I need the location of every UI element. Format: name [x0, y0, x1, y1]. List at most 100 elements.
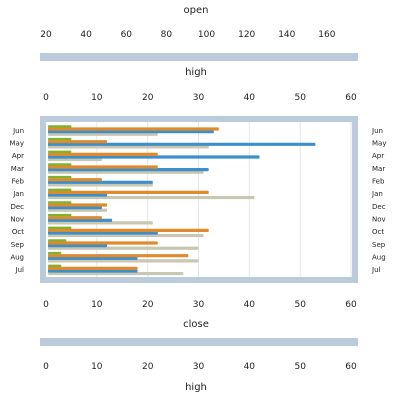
top-inner-axis-ticks: 0 10 20 30 40 50 60 — [43, 93, 357, 103]
bar-close — [48, 195, 255, 200]
bottom-inner-axis-tick-label: 30 — [193, 300, 205, 310]
category-label: Jan — [12, 190, 24, 198]
top-outer-axis-tick-label: 140 — [278, 30, 295, 40]
bottom-inner-axis-tick-label: 40 — [244, 300, 256, 310]
top-inner-axis-tick-label: 10 — [91, 93, 103, 103]
category-labels-left: Jul Aug Sep Oct Nov Dec Jan Feb Mar Apr May Jun — [10, 127, 25, 274]
bottom-inner-axis-tick-label: 60 — [345, 300, 357, 310]
top-outer-axis-tick-label: 40 — [80, 30, 92, 40]
category-label: Jul — [15, 266, 25, 274]
top-inner-axis-tick-label: 0 — [43, 93, 49, 103]
bar-close — [48, 233, 204, 238]
bar-close — [48, 259, 199, 263]
bar-open — [48, 163, 72, 166]
bar-low — [48, 178, 102, 182]
bottom-outer-axis-tick-label: 40 — [244, 362, 256, 372]
top-inner-axis-title: high — [185, 67, 207, 78]
bar-close — [48, 271, 184, 276]
category-label: Oct — [12, 228, 24, 236]
top-outer-axis-tick-label: 100 — [198, 30, 215, 40]
bar-low — [48, 241, 158, 245]
bottom-inner-axis-tick-label: 0 — [43, 300, 49, 310]
bar-high — [48, 130, 214, 134]
bottom-outer-axis-ticks: 0 10 20 30 40 50 60 — [43, 362, 357, 372]
category-label: Jun — [371, 127, 383, 135]
top-inner-axis-tick-label: 40 — [244, 93, 256, 103]
bar-high — [48, 231, 158, 235]
bar-open — [48, 188, 72, 191]
bottom-outer-axis-tick-label: 50 — [294, 362, 306, 372]
bottom-outer-axis-tick-label: 60 — [345, 362, 357, 372]
category-label: Apr — [372, 152, 384, 160]
bar-close — [48, 183, 153, 187]
category-label: Dec — [10, 203, 24, 211]
bars — [48, 125, 316, 276]
bar-close — [48, 145, 209, 149]
bar-close — [48, 221, 153, 225]
category-label: Sep — [372, 241, 386, 249]
bar-close — [48, 246, 199, 250]
bottom-outer-axis-tick-label: 10 — [91, 362, 103, 372]
category-label: Dec — [372, 203, 386, 211]
category-label: Sep — [11, 241, 25, 249]
category-label: Oct — [372, 228, 384, 236]
top-outer-axis-tick-label: 60 — [121, 30, 133, 40]
bar-high — [48, 244, 107, 248]
bottom-outer-axis-tick-label: 20 — [142, 362, 154, 372]
bar-low — [48, 165, 158, 169]
bar-open — [48, 125, 72, 128]
bar-low — [48, 127, 219, 131]
bar-open — [48, 239, 67, 242]
category-label: Nov — [10, 216, 24, 224]
top-inner-axis-tick-label: 30 — [193, 93, 205, 103]
bar-high — [48, 180, 153, 184]
top-outer-axis-tick-label: 20 — [40, 30, 52, 40]
category-labels-right: Jul Aug Sep Oct Nov Dec Jan Feb Mar Apr May Jun — [371, 127, 386, 274]
bar-low — [48, 216, 102, 220]
bar-close — [48, 132, 158, 136]
bar-open — [48, 251, 62, 255]
bar-high — [48, 155, 260, 159]
category-label: Jun — [12, 127, 24, 135]
top-outer-axis-title: open — [184, 5, 209, 16]
top-outer-axis-ticks: 20 40 60 80 100 120 140 160 — [40, 30, 335, 40]
category-label: May — [10, 140, 24, 148]
bottom-inner-axis-title: close — [183, 319, 209, 330]
bottom-outer-axis-tick-label: 30 — [193, 362, 205, 372]
bar-open — [48, 150, 72, 153]
category-label: Jan — [371, 190, 383, 198]
category-label: Aug — [10, 254, 24, 262]
bar-high — [48, 218, 113, 222]
bar-close — [48, 157, 102, 162]
bar-open — [48, 213, 72, 217]
bar-open — [48, 201, 72, 204]
top-inner-axis-tick-label: 50 — [294, 93, 306, 103]
bar-open — [48, 175, 72, 179]
bar-low — [48, 203, 107, 207]
bar-high — [48, 206, 102, 210]
bar-low — [48, 254, 189, 258]
bottom-outer-axis-tick-label: 0 — [43, 362, 49, 372]
bar-low — [48, 190, 209, 194]
category-label: Mar — [372, 165, 385, 173]
bar-open — [48, 137, 72, 141]
bar-high — [48, 256, 138, 260]
category-label: Feb — [372, 178, 385, 186]
top-outer-axis-tick-label: 80 — [161, 30, 173, 40]
bottom-inner-axis-tick-label: 20 — [142, 300, 154, 310]
category-label: May — [372, 140, 386, 148]
bar-high — [48, 142, 316, 146]
bar-low — [48, 266, 138, 270]
category-label: Mar — [11, 165, 24, 173]
bar-low — [48, 140, 107, 144]
bar-open — [48, 264, 62, 267]
bar-low — [48, 228, 209, 232]
bottom-outer-axis-band — [40, 338, 358, 346]
bottom-inner-axis-tick-label: 10 — [91, 300, 103, 310]
bar-high — [48, 269, 138, 273]
bar-close — [48, 170, 204, 174]
top-outer-axis-tick-label: 160 — [318, 30, 335, 40]
top-outer-axis-band — [40, 53, 358, 61]
category-label: Aug — [372, 254, 386, 262]
